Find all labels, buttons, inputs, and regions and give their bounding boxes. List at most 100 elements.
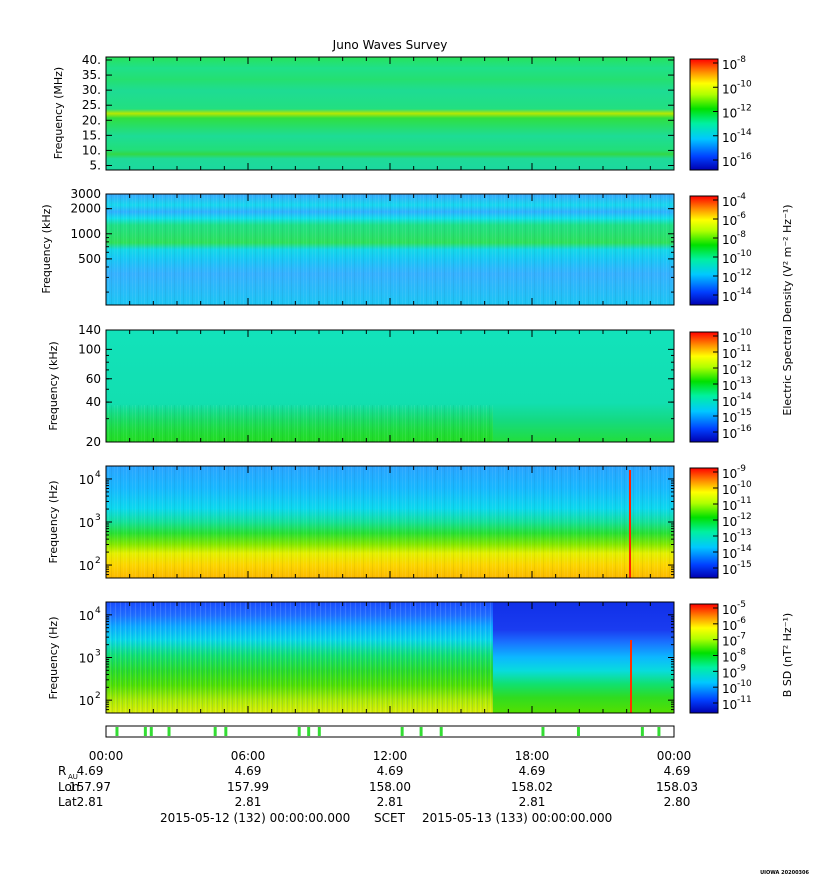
colorbar-tick-exponent: -10 — [737, 480, 752, 490]
y-tick-exponent: 2 — [95, 691, 101, 701]
colorbar-tick-exponent: -9 — [737, 464, 746, 474]
ephemeris-row-label: Lon — [58, 780, 79, 794]
ephemeris-value: 2.80 — [664, 795, 691, 809]
panel-4-ylabel: Frequency (Hz) — [47, 481, 60, 564]
mode-indicator-bar — [307, 727, 311, 736]
time-axis: 00:00 06:00 12:00 18:00 00:00 — [89, 749, 692, 763]
colorbar-5 — [690, 604, 718, 713]
mode-indicator-bar — [576, 727, 580, 736]
panel-1-ylabel: Frequency (MHz) — [52, 67, 65, 159]
y-tick-label: 500 — [78, 252, 101, 266]
colorbar-tick-exponent: -10 — [737, 79, 752, 89]
colorbar-tick-exponent: -12 — [737, 268, 752, 278]
ephemeris-value: 157.97 — [69, 780, 111, 794]
y-tick-label: 2000 — [70, 202, 101, 216]
colorbar-tick-exponent: -14 — [737, 128, 752, 138]
colorbar-tick-label: 10 — [722, 331, 737, 345]
ephemeris-value: 158.02 — [511, 780, 553, 794]
y-tick-exponent: 4 — [95, 606, 101, 616]
mode-indicator-strip — [105, 725, 675, 738]
colorbar-tick-label: 10 — [722, 290, 737, 304]
y-tick-label: 100 — [78, 342, 101, 356]
colorbar-tick-exponent: -11 — [737, 695, 752, 705]
colorbar-tick-exponent: -8 — [737, 230, 746, 240]
colorbar-tick-label: 10 — [722, 363, 737, 377]
y-tick-label: 30. — [82, 83, 101, 97]
ephemeris-value: 4.69 — [664, 764, 691, 778]
ephemeris-value: 158.00 — [369, 780, 411, 794]
colorbar-tick-label: 10 — [722, 619, 737, 633]
time-range-start: 2015-05-12 (132) 00:00:00.000 — [160, 811, 350, 825]
ephemeris-value: 2.81 — [519, 795, 546, 809]
ephemeris-value: 158.03 — [656, 780, 698, 794]
y-tick-label: 3000 — [70, 187, 101, 201]
ephemeris-value: 2.81 — [235, 795, 262, 809]
colorbar-frame — [689, 467, 719, 579]
colorbar-tick-label: 10 — [722, 427, 737, 441]
y-tick-label: 20 — [86, 435, 101, 449]
colorbar-tick-exponent: -13 — [737, 528, 752, 538]
x-tick-label: 18:00 — [515, 749, 550, 763]
colorbar-tick-exponent: -8 — [737, 648, 746, 658]
mode-indicator-bar — [640, 727, 644, 736]
colorbar-frame — [689, 603, 719, 714]
y-tick-label: 10 — [79, 516, 94, 530]
colorbar-tick-label: 10 — [722, 682, 737, 696]
ephemeris-value: 2.81 — [377, 795, 404, 809]
y-tick-label: 60 — [86, 372, 101, 386]
colorbar-tick-label: 10 — [722, 107, 737, 121]
colorbar-tick-exponent: -7 — [737, 632, 746, 642]
colorbar-frame — [689, 58, 719, 171]
colorbar-tick-exponent: -6 — [737, 616, 746, 626]
colorbar-tick-label: 10 — [722, 666, 737, 680]
colorbar-tick-exponent: -10 — [737, 328, 752, 338]
y-tick-label: 35. — [82, 68, 101, 82]
colorbar-tick-exponent: -10 — [737, 679, 752, 689]
colorbar-tick-exponent: -14 — [737, 392, 752, 402]
colorbar-tick-label: 10 — [722, 82, 737, 96]
colorbar-tick-exponent: -11 — [737, 496, 752, 506]
ephemeris-value: 4.69 — [519, 764, 546, 778]
panel-4-spike — [629, 470, 631, 578]
y-tick-label: 10. — [82, 143, 101, 157]
mode-indicator-bar — [167, 727, 171, 736]
ephemeris-value: 4.69 — [377, 764, 404, 778]
colorbar-tick-label: 10 — [722, 483, 737, 497]
y-tick-exponent: 3 — [95, 513, 101, 523]
colorbar-tick-label: 10 — [722, 411, 737, 425]
colorbar-tick-exponent: -6 — [737, 211, 746, 221]
y-tick-exponent: 2 — [95, 556, 101, 566]
panel-5-spectrogram-right — [493, 602, 674, 713]
colorbar-tick-exponent: -8 — [737, 55, 746, 65]
colorbar-tick-label: 10 — [722, 131, 737, 145]
colorbar-tick-label: 10 — [722, 395, 737, 409]
colorbar-tick-exponent: -5 — [737, 600, 746, 610]
mode-indicator-bar — [224, 727, 228, 736]
panel-5-spike — [630, 640, 632, 713]
mode-indicator-bar — [400, 727, 404, 736]
colorbar-tick-label: 10 — [722, 547, 737, 561]
colorbar-tick-label: 10 — [722, 531, 737, 545]
colorbar-tick-label: 10 — [722, 214, 737, 228]
colorbar-tick-label: 10 — [722, 252, 737, 266]
mode-indicator-bar — [149, 727, 153, 736]
x-tick-label: 00:00 — [657, 749, 692, 763]
x-tick-label: 00:00 — [89, 749, 124, 763]
colorbar-frame — [689, 195, 719, 306]
y-tick-exponent: 3 — [95, 649, 101, 659]
y-tick-label: 1000 — [70, 227, 101, 241]
colorbar-tick-exponent: -12 — [737, 512, 752, 522]
colorbar-label-bsd: B SD (nT² Hz⁻¹) — [781, 613, 794, 697]
ephemeris-row-label: R — [58, 764, 66, 778]
colorbar-tick-label: 10 — [722, 155, 737, 169]
mode-indicator-bar — [657, 727, 661, 736]
colorbar-tick-exponent: -13 — [737, 376, 752, 386]
x-tick-label: 06:00 — [231, 749, 266, 763]
colorbar-tick-exponent: -15 — [737, 408, 752, 418]
colorbar-tick-label: 10 — [722, 347, 737, 361]
